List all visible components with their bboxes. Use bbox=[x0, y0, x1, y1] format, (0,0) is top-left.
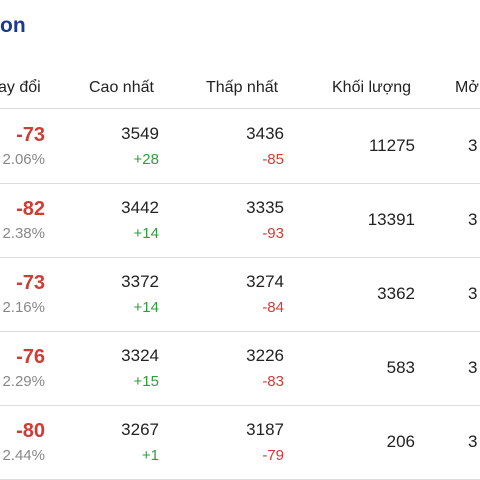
volume-value: 583 bbox=[386, 358, 415, 377]
change-percent: 2.38% bbox=[2, 225, 45, 242]
table-header: ay đổi Cao nhất Thấp nhất Khối lượng Mở bbox=[0, 68, 480, 109]
low-delta: -84 bbox=[262, 299, 284, 316]
high-value: 3324 bbox=[121, 346, 159, 365]
change-value: -80 bbox=[16, 420, 45, 442]
low-value: 3274 bbox=[246, 272, 284, 291]
table-row[interactable]: -73 2.16% 3372 +14 3274 -84 3362 3 bbox=[0, 258, 480, 332]
change-value: -82 bbox=[16, 198, 45, 220]
open-value: 3 bbox=[468, 358, 478, 377]
change-value: -76 bbox=[16, 346, 45, 368]
change-percent: 2.06% bbox=[2, 151, 45, 168]
volume-value: 3362 bbox=[377, 284, 415, 303]
low-value: 3436 bbox=[246, 124, 284, 143]
high-delta: +14 bbox=[133, 299, 159, 316]
low-delta: -93 bbox=[262, 225, 284, 242]
change-value: -73 bbox=[16, 124, 45, 146]
header-open[interactable]: Mở bbox=[455, 79, 479, 96]
header-high[interactable]: Cao nhất bbox=[89, 79, 154, 96]
header-low[interactable]: Thấp nhất bbox=[206, 79, 279, 96]
table-row[interactable]: -76 2.29% 3324 +15 3226 -83 583 3 bbox=[0, 332, 480, 406]
open-value: 3 bbox=[468, 432, 478, 451]
header-volume[interactable]: Khối lượng bbox=[332, 79, 412, 96]
high-value: 3549 bbox=[121, 124, 159, 143]
high-value: 3267 bbox=[121, 420, 159, 439]
table-row[interactable]: -73 2.06% 3549 +28 3436 -85 11275 3 bbox=[0, 110, 480, 184]
high-delta: +15 bbox=[133, 373, 159, 390]
high-delta: +28 bbox=[133, 151, 159, 168]
high-delta: +14 bbox=[133, 225, 159, 242]
change-value: -73 bbox=[16, 272, 45, 294]
change-percent: 2.16% bbox=[2, 299, 45, 316]
low-delta: -79 bbox=[262, 447, 284, 464]
high-delta: +1 bbox=[141, 447, 159, 464]
low-value: 3187 bbox=[246, 420, 284, 439]
high-value: 3372 bbox=[121, 272, 159, 291]
high-value: 3442 bbox=[121, 198, 159, 217]
change-percent: 2.44% bbox=[2, 447, 45, 464]
volume-value: 13391 bbox=[367, 210, 415, 229]
volume-value: 11275 bbox=[368, 136, 415, 155]
table-row[interactable]: -82 2.38% 3442 +14 3335 -93 13391 3 bbox=[0, 184, 480, 258]
low-delta: -85 bbox=[262, 151, 284, 168]
open-value: 3 bbox=[468, 136, 478, 155]
table-row[interactable]: -80 2.44% 3267 +1 3187 -79 206 3 bbox=[0, 406, 480, 480]
low-value: 3226 bbox=[246, 346, 284, 365]
low-delta: -83 bbox=[262, 373, 284, 390]
change-percent: 2.29% bbox=[2, 373, 45, 390]
volume-value: 206 bbox=[386, 432, 415, 451]
header-change[interactable]: ay đổi bbox=[0, 79, 41, 96]
open-value: 3 bbox=[468, 210, 478, 229]
open-value: 3 bbox=[468, 284, 478, 303]
low-value: 3335 bbox=[246, 198, 284, 217]
page-title: on bbox=[0, 14, 26, 37]
